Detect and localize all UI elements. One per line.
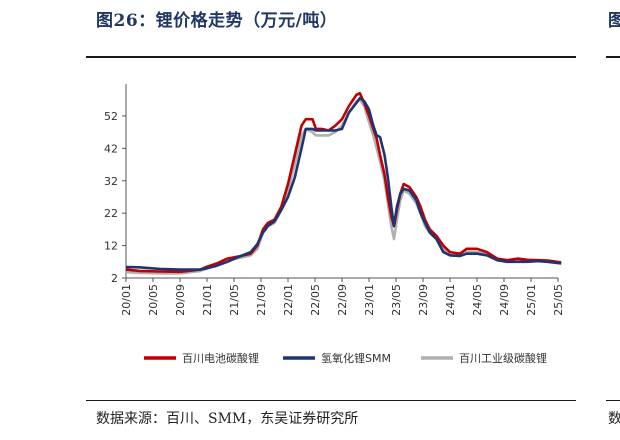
legend-label-1: 百川电池碳酸锂	[182, 351, 259, 365]
chart-axes: 2 12 22 32 42 52 20/01 20/05 20/09 21/01 21/05 21/0…	[104, 84, 565, 316]
y-tick-label: 32	[104, 175, 118, 188]
x-tick-label: 21/01	[201, 284, 214, 316]
top-rule-adjacent	[606, 56, 620, 58]
x-tick-label: 22/09	[336, 284, 349, 316]
x-tick-label: 24/09	[498, 284, 511, 316]
x-tick-label: 23/01	[363, 284, 376, 316]
legend-label-2: 氢氧化锂SMM	[321, 351, 391, 365]
x-tick-label: 25/01	[525, 284, 538, 316]
x-tick-label: 20/01	[120, 284, 133, 316]
adjacent-source-fragment: 数	[608, 411, 620, 427]
x-tick-label: 25/05	[552, 284, 565, 316]
legend-label-3: 百川工业级碳酸锂	[459, 351, 547, 365]
x-tick-label: 21/05	[228, 284, 241, 316]
y-tick-label: 22	[104, 207, 118, 220]
x-tick-label: 24/01	[444, 284, 457, 316]
x-tick-label: 24/05	[471, 284, 484, 316]
x-tick-label: 20/05	[147, 284, 160, 316]
x-tick-label: 22/01	[282, 284, 295, 316]
top-rule	[86, 56, 576, 58]
x-tick-label: 23/05	[390, 284, 403, 316]
y-tick-label: 42	[104, 142, 118, 155]
bottom-rule	[86, 400, 576, 401]
y-tick-label: 12	[104, 240, 118, 253]
chart-legend: 百川电池碳酸锂 氢氧化锂SMM 百川工业级碳酸锂	[144, 351, 547, 365]
adjacent-figure-title-fragment: 图	[608, 11, 620, 31]
y-tick-label: 2	[111, 272, 118, 285]
x-tick-label: 22/05	[309, 284, 322, 316]
chart-series-group	[125, 91, 562, 275]
chart-title: 图26：锂价格走势（万元/吨）	[96, 11, 338, 31]
source-note: 数据来源：百川、SMM，东吴证券研究所	[96, 411, 359, 427]
series-line-2	[125, 96, 562, 271]
x-tick-label: 21/09	[255, 284, 268, 316]
x-tick-label: 20/09	[174, 284, 187, 316]
y-tick-label: 52	[104, 110, 118, 123]
bottom-rule-adjacent	[606, 400, 620, 401]
x-tick-label: 23/09	[417, 284, 430, 316]
